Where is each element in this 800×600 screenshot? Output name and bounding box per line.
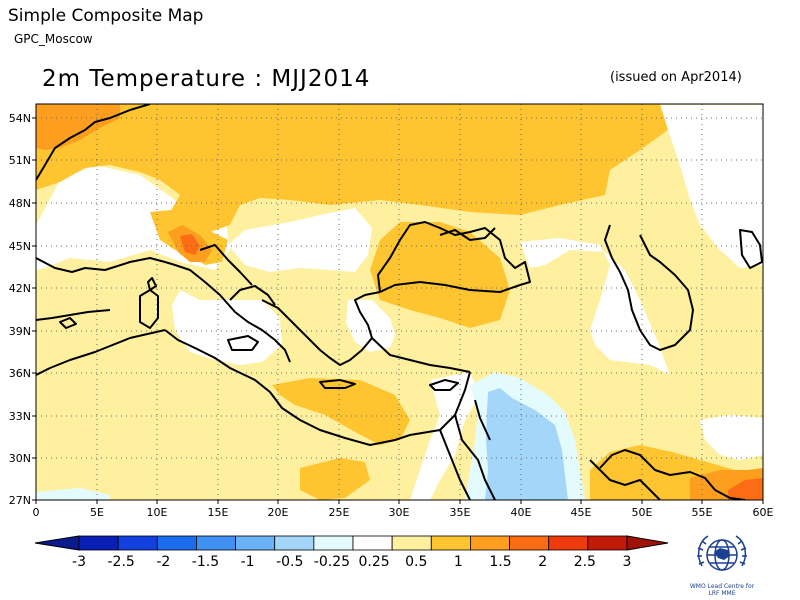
lat-label: 54N bbox=[9, 112, 31, 125]
colorbar-cell bbox=[235, 535, 276, 551]
lat-label: 27N bbox=[9, 494, 31, 507]
colorbar-cell bbox=[156, 535, 197, 551]
lon-label: 25E bbox=[329, 506, 350, 519]
field-slight-cool-sw bbox=[36, 488, 110, 500]
lat-axis: 54N 51N 48N 45N 42N 39N 36N 33N 30N 27N bbox=[9, 112, 31, 507]
lon-label: 45E bbox=[571, 506, 592, 519]
colorbar-cell bbox=[196, 535, 236, 551]
field-warm bbox=[36, 104, 763, 500]
lat-label: 33N bbox=[9, 410, 31, 423]
colorbar-cell bbox=[470, 535, 510, 551]
field-hot bbox=[180, 234, 763, 500]
axis-ticks bbox=[32, 117, 764, 504]
lon-label: 55E bbox=[692, 506, 713, 519]
lat-label: 39N bbox=[9, 325, 31, 338]
lon-label: 5E bbox=[90, 506, 104, 519]
lon-label: 40E bbox=[511, 506, 532, 519]
lat-label: 48N bbox=[9, 197, 31, 210]
wmo-logo-text: WMO Lead Centre for LRF MME bbox=[672, 583, 772, 597]
colorbar-label: 2.5 bbox=[574, 554, 596, 570]
colorbar-cell bbox=[430, 535, 471, 551]
colorbar-cell bbox=[274, 535, 315, 551]
colorbar-label: -1.5 bbox=[192, 554, 219, 570]
colorbar-label: -2 bbox=[156, 554, 170, 570]
lon-label: 20E bbox=[268, 506, 289, 519]
colorbar: -3 -2.5 -2 -1.5 -1 -0.5 -0.25 0.25 0.5 1 1.5 2 2.5 3 bbox=[34, 535, 669, 570]
colorbar-label: 1 bbox=[454, 554, 463, 570]
lat-label: 45N bbox=[9, 240, 31, 253]
issued-date: (issued on Apr2014) bbox=[610, 70, 742, 85]
colorbar-label: 0.5 bbox=[405, 554, 427, 570]
colorbar-label: -3 bbox=[72, 554, 86, 570]
lon-label: 60E bbox=[753, 506, 774, 519]
colorbar-cell bbox=[509, 535, 550, 551]
colorbar-label: -2.5 bbox=[107, 554, 134, 570]
lon-label: 15E bbox=[208, 506, 229, 519]
lat-label: 42N bbox=[9, 282, 31, 295]
page-subtitle: GPC_Moscow bbox=[14, 32, 93, 46]
colorbar-label: 2 bbox=[538, 554, 547, 570]
colorbar-arrow-right bbox=[626, 535, 669, 551]
colorbar-cell bbox=[352, 535, 393, 551]
colorbar-cell bbox=[117, 535, 158, 551]
map-title: 2m Temperature : MJJ2014 bbox=[42, 66, 371, 92]
map-field bbox=[36, 104, 763, 500]
page-title: Simple Composite Map bbox=[8, 6, 204, 26]
field-cool bbox=[485, 388, 568, 500]
lon-label: 0 bbox=[33, 506, 40, 519]
lon-label: 50E bbox=[632, 506, 653, 519]
wmo-logo bbox=[690, 528, 754, 588]
lon-axis: 0 5E 10E 15E 20E 25E 30E 35E 40E 45E 50E… bbox=[33, 506, 774, 519]
wmo-logo-line1: WMO Lead Centre for bbox=[689, 583, 755, 590]
lat-label: 51N bbox=[9, 154, 31, 167]
wmo-logo-line2: LRF MME bbox=[708, 590, 736, 597]
colorbar-label: -1 bbox=[241, 554, 255, 570]
colorbar-cell bbox=[313, 535, 354, 551]
colorbar-label: 0.25 bbox=[358, 554, 389, 570]
wmo-emblem-icon bbox=[697, 535, 747, 571]
colorbar-cell bbox=[587, 535, 628, 551]
colorbar-label: 1.5 bbox=[489, 554, 511, 570]
lat-label: 36N bbox=[9, 367, 31, 380]
lon-label: 30E bbox=[389, 506, 410, 519]
coastlines bbox=[36, 104, 763, 500]
lat-label: 30N bbox=[9, 452, 31, 465]
colorbar-cell bbox=[548, 535, 589, 551]
colorbar-label: -0.25 bbox=[314, 554, 350, 570]
lon-label: 10E bbox=[147, 506, 168, 519]
colorbar-cell bbox=[391, 535, 432, 551]
colorbar-cell bbox=[78, 535, 119, 551]
colorbar-label: -0.5 bbox=[276, 554, 303, 570]
colorbar-arrow-left bbox=[34, 535, 80, 551]
colorbar-label: 3 bbox=[623, 554, 632, 570]
lon-label: 35E bbox=[450, 506, 471, 519]
